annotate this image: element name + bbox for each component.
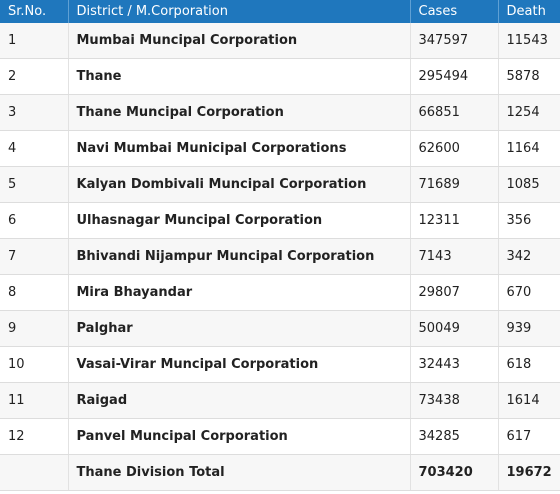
table-row: 5 Kalyan Dombivali Muncipal Corporation … — [0, 166, 560, 203]
table-row: 4 Navi Mumbai Municipal Corporations 626… — [0, 130, 560, 167]
cases-cell: 66851 — [410, 94, 499, 131]
header-district: District / M.Corporation — [68, 0, 411, 23]
district-cell: Bhivandi Nijampur Muncipal Corporation — [68, 238, 411, 275]
sr-no-cell: 12 — [0, 418, 69, 455]
sr-no-cell: 11 — [0, 382, 69, 419]
table-row: 9 Palghar 50049 939 — [0, 310, 560, 347]
table-row: 12 Panvel Muncipal Corporation 34285 617 — [0, 418, 560, 455]
district-cell: Vasai-Virar Muncipal Corporation — [68, 346, 411, 383]
sr-no-cell: 6 — [0, 202, 69, 239]
header-sr-no: Sr.No. — [0, 0, 69, 23]
death-cell: 1614 — [498, 382, 560, 419]
death-cell: 5878 — [498, 58, 560, 95]
table-row: 8 Mira Bhayandar 29807 670 — [0, 274, 560, 311]
sr-no-cell: 5 — [0, 166, 69, 203]
table-row: 2 Thane 295494 5878 — [0, 58, 560, 95]
header-cases: Cases — [410, 0, 499, 23]
sr-no-cell: 8 — [0, 274, 69, 311]
district-cell: Navi Mumbai Municipal Corporations — [68, 130, 411, 167]
death-cell: 1164 — [498, 130, 560, 167]
total-death: 19672 — [498, 454, 560, 491]
sr-no-cell: 9 — [0, 310, 69, 347]
table-row: 6 Ulhasnagar Muncipal Corporation 12311 … — [0, 202, 560, 239]
total-row: Thane Division Total 703420 19672 — [0, 454, 560, 491]
total-sr-no-cell — [0, 454, 69, 491]
district-cell: Kalyan Dombivali Muncipal Corporation — [68, 166, 411, 203]
cases-cell: 73438 — [410, 382, 499, 419]
sr-no-cell: 3 — [0, 94, 69, 131]
death-cell: 670 — [498, 274, 560, 311]
death-cell: 939 — [498, 310, 560, 347]
death-cell: 1254 — [498, 94, 560, 131]
table-row: 10 Vasai-Virar Muncipal Corporation 3244… — [0, 346, 560, 383]
district-cell: Raigad — [68, 382, 411, 419]
table-row: 7 Bhivandi Nijampur Muncipal Corporation… — [0, 238, 560, 275]
total-label: Thane Division Total — [68, 454, 411, 491]
cases-cell: 29807 — [410, 274, 499, 311]
table-row: 11 Raigad 73438 1614 — [0, 382, 560, 419]
cases-cell: 295494 — [410, 58, 499, 95]
cases-cell: 71689 — [410, 166, 499, 203]
death-cell: 11543 — [498, 23, 560, 59]
district-cell: Ulhasnagar Muncipal Corporation — [68, 202, 411, 239]
district-cell: Thane Muncipal Corporation — [68, 94, 411, 131]
cases-cell: 7143 — [410, 238, 499, 275]
sr-no-cell: 1 — [0, 23, 69, 59]
death-cell: 618 — [498, 346, 560, 383]
sr-no-cell: 4 — [0, 130, 69, 167]
district-cell: Thane — [68, 58, 411, 95]
table-body: 1 Mumbai Muncipal Corporation 347597 115… — [0, 23, 560, 491]
district-cell: Palghar — [68, 310, 411, 347]
header-row: Sr.No. District / M.Corporation Cases De… — [0, 0, 560, 23]
total-cases: 703420 — [410, 454, 499, 491]
cases-cell: 50049 — [410, 310, 499, 347]
death-cell: 356 — [498, 202, 560, 239]
sr-no-cell: 7 — [0, 238, 69, 275]
district-cell: Mumbai Muncipal Corporation — [68, 23, 411, 59]
district-cell: Mira Bhayandar — [68, 274, 411, 311]
table-header: Sr.No. District / M.Corporation Cases De… — [0, 0, 560, 23]
cases-cell: 347597 — [410, 23, 499, 59]
death-cell: 1085 — [498, 166, 560, 203]
cases-cell: 12311 — [410, 202, 499, 239]
table-row: 3 Thane Muncipal Corporation 66851 1254 — [0, 94, 560, 131]
district-cell: Panvel Muncipal Corporation — [68, 418, 411, 455]
cases-cell: 62600 — [410, 130, 499, 167]
cases-cell: 34285 — [410, 418, 499, 455]
death-cell: 617 — [498, 418, 560, 455]
sr-no-cell: 2 — [0, 58, 69, 95]
header-death: Death — [498, 0, 560, 23]
sr-no-cell: 10 — [0, 346, 69, 383]
table-row: 1 Mumbai Muncipal Corporation 347597 115… — [0, 23, 560, 59]
death-cell: 342 — [498, 238, 560, 275]
cases-cell: 32443 — [410, 346, 499, 383]
